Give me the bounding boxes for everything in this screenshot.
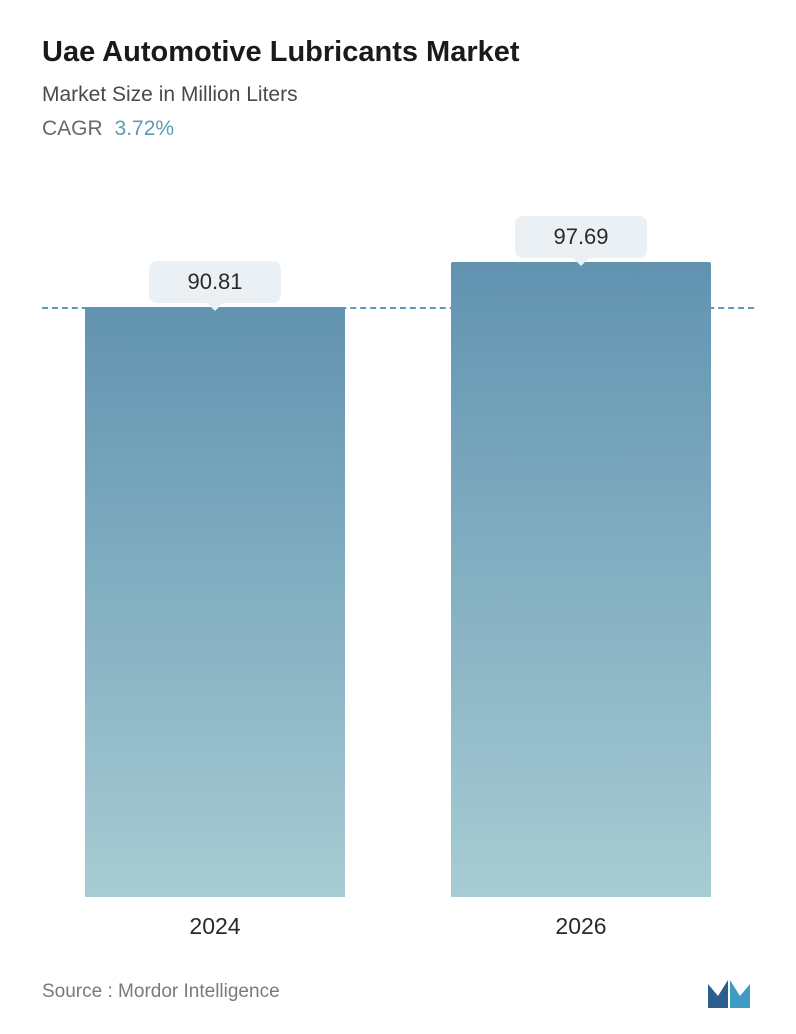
x-label-0: 2024 (85, 913, 345, 940)
chart-area: 90.81 97.69 2024 2026 (42, 209, 754, 968)
value-label-0: 90.81 (149, 261, 280, 303)
x-axis-labels: 2024 2026 (42, 897, 754, 968)
source-label: Source : (42, 981, 113, 1002)
value-label-1: 97.69 (515, 216, 646, 258)
bar-1 (451, 262, 711, 897)
chart-subtitle: Market Size in Million Liters (42, 83, 754, 107)
bar-0 (85, 307, 345, 897)
bar-group-1: 97.69 (451, 216, 711, 897)
bars-wrapper: 90.81 97.69 (42, 209, 754, 897)
x-label-1: 2026 (451, 913, 711, 940)
source-text: Source : Mordor Intelligence (42, 981, 280, 1003)
bar-group-0: 90.81 (85, 261, 345, 897)
chart-container: Uae Automotive Lubricants Market Market … (0, 0, 796, 1034)
chart-title: Uae Automotive Lubricants Market (42, 36, 754, 69)
mordor-logo-icon (706, 974, 754, 1010)
cagr-label: CAGR (42, 117, 103, 140)
footer: Source : Mordor Intelligence (42, 968, 754, 1010)
cagr-row: CAGR 3.72% (42, 117, 754, 141)
cagr-value: 3.72% (115, 117, 175, 140)
source-value: Mordor Intelligence (118, 981, 280, 1002)
